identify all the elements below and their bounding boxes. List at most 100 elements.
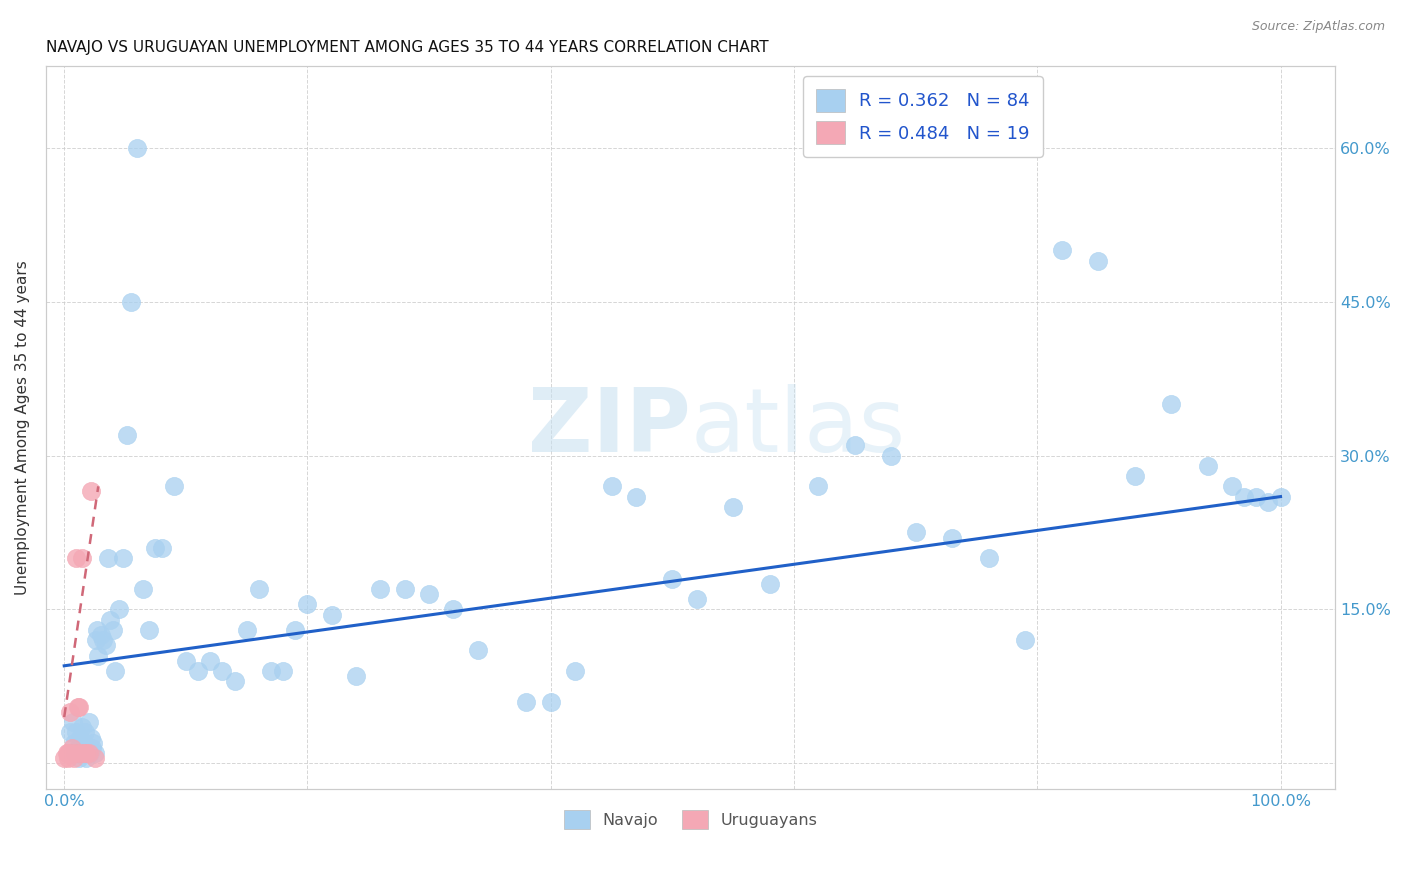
Point [56, 746, 79, 760]
Point [65, 551, 87, 566]
Point [62, 715, 84, 730]
Point [63, 746, 86, 760]
Point [127, 141, 149, 155]
Y-axis label: Unemployment Among Ages 35 to 44 years: Unemployment Among Ages 35 to 44 years [15, 260, 30, 595]
Point [97, 551, 120, 566]
Point [58, 746, 80, 760]
Point [111, 551, 134, 566]
Text: ZIP: ZIP [527, 384, 690, 471]
Point [84, 633, 107, 648]
Point [73, 725, 96, 739]
Point [394, 582, 416, 596]
Point [69, 746, 91, 760]
Point [1233, 490, 1256, 504]
Point [104, 664, 127, 678]
Point [59, 725, 82, 739]
Point [150, 541, 173, 555]
Point [1270, 490, 1292, 504]
Legend: Navajo, Uruguayans: Navajo, Uruguayans [558, 804, 824, 835]
Point [90, 628, 112, 642]
Point [977, 551, 1000, 566]
Point [75, 746, 97, 760]
Text: Source: ZipAtlas.com: Source: ZipAtlas.com [1251, 20, 1385, 33]
Point [72, 551, 94, 566]
Point [1050, 244, 1073, 258]
Point [132, 582, 155, 596]
Point [904, 525, 927, 540]
Point [370, 582, 392, 596]
Point [83, 751, 105, 765]
Point [247, 582, 270, 596]
Point [1244, 490, 1267, 504]
Point [235, 623, 257, 637]
Point [70, 746, 93, 760]
Point [82, 740, 104, 755]
Point [82, 736, 104, 750]
Point [941, 531, 963, 545]
Point [59, 705, 82, 719]
Point [72, 720, 94, 734]
Point [67, 751, 90, 765]
Point [77, 715, 100, 730]
Point [79, 746, 101, 760]
Point [271, 664, 294, 678]
Point [83, 746, 105, 760]
Point [56, 751, 79, 765]
Point [73, 746, 96, 760]
Point [63, 736, 86, 750]
Point [60, 740, 83, 755]
Point [187, 664, 209, 678]
Point [86, 623, 108, 637]
Point [260, 664, 283, 678]
Point [721, 500, 744, 514]
Text: NAVAJO VS URUGUAYAN UNEMPLOYMENT AMONG AGES 35 TO 44 YEARS CORRELATION CHART: NAVAJO VS URUGUAYAN UNEMPLOYMENT AMONG A… [46, 40, 769, 55]
Point [224, 674, 246, 689]
Point [53, 751, 76, 765]
Point [211, 664, 233, 678]
Text: atlas: atlas [690, 384, 905, 471]
Point [1123, 469, 1146, 483]
Point [321, 607, 343, 622]
Point [564, 664, 586, 678]
Point [1087, 253, 1109, 268]
Point [344, 669, 367, 683]
Point [65, 725, 87, 739]
Point [844, 438, 866, 452]
Point [108, 602, 131, 616]
Point [66, 699, 89, 714]
Point [624, 490, 647, 504]
Point [174, 654, 197, 668]
Point [75, 751, 97, 765]
Point [66, 740, 89, 755]
Point [94, 638, 117, 652]
Point [1197, 458, 1219, 473]
Point [540, 695, 562, 709]
Point [600, 479, 623, 493]
Point [686, 592, 709, 607]
Point [67, 699, 90, 714]
Point [443, 602, 465, 616]
Point [69, 731, 91, 745]
Point [284, 623, 307, 637]
Point [138, 623, 160, 637]
Point [63, 746, 86, 760]
Point [145, 541, 167, 555]
Point [63, 751, 86, 765]
Point [661, 572, 683, 586]
Point [76, 740, 98, 755]
Point [418, 587, 440, 601]
Point [120, 294, 142, 309]
Point [198, 654, 221, 668]
Point [1220, 479, 1243, 493]
Point [1257, 494, 1279, 508]
Point [73, 736, 96, 750]
Point [117, 428, 139, 442]
Point [467, 643, 489, 657]
Point [297, 597, 319, 611]
Point [80, 731, 103, 745]
Point [91, 633, 114, 648]
Point [101, 623, 124, 637]
Point [55, 746, 77, 760]
Point [758, 576, 780, 591]
Point [87, 648, 110, 663]
